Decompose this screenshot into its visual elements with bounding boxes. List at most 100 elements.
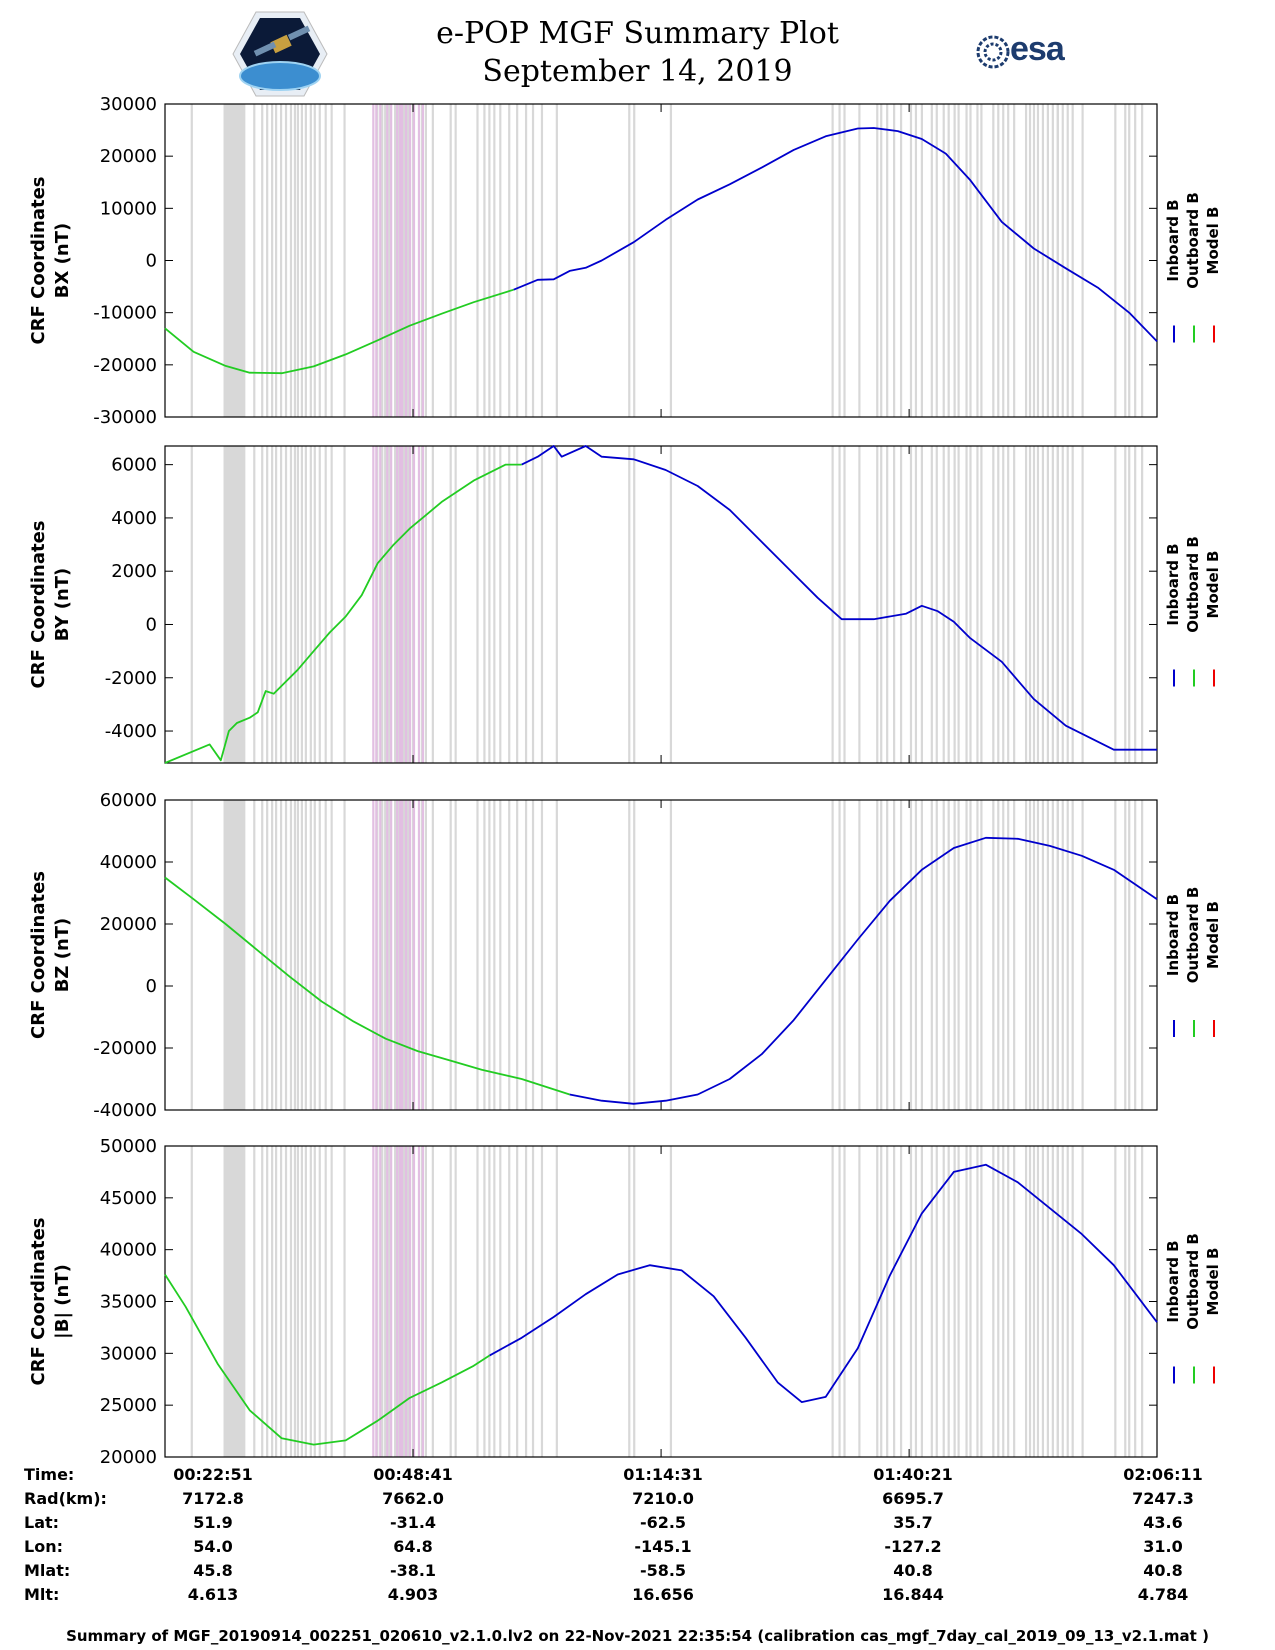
esa-logo	[976, 35, 1010, 69]
y-tick-label: 45000	[100, 1188, 157, 1209]
legend-label: Model B	[1204, 551, 1222, 619]
y-axis-title: |B| (nT)	[52, 1264, 73, 1339]
legend-label: Outboard B	[1184, 1233, 1202, 1330]
legend-label: Model B	[1204, 1248, 1222, 1316]
legend-label: Inboard B	[1164, 199, 1182, 281]
footer-note: Summary of MGF_20190914_002251_020610_v2…	[66, 1627, 1209, 1645]
y-tick-label: 25000	[100, 1395, 157, 1416]
table-cell: 40.8	[1143, 1561, 1183, 1580]
series-inboard	[569, 836, 1158, 1105]
y-tick-label: 0	[146, 251, 157, 272]
y-axis-title: BX (nT)	[52, 223, 73, 298]
table-cell: 00:48:41	[373, 1465, 453, 1484]
y-axis-title: BY (nT)	[52, 568, 73, 642]
table-cell: -127.2	[884, 1537, 942, 1556]
table-cell: 64.8	[393, 1537, 433, 1556]
series-outboard	[164, 876, 570, 1096]
legend-label: Inboard B	[1164, 894, 1182, 976]
table-cell: 02:06:11	[1123, 1465, 1203, 1484]
y-tick-label: 60000	[100, 790, 157, 811]
y-tick-label: -20000	[93, 1038, 157, 1059]
chart-bz: 60000 40000 20000 0 -20000 -40000 CRF Coordina…	[28, 790, 1222, 1121]
y-tick-label: 0	[146, 614, 157, 635]
y-tick-label: 40000	[100, 1240, 157, 1261]
y-tick-label: 35000	[100, 1292, 157, 1313]
legend-label: Inboard B	[1164, 543, 1182, 625]
row-label-mlt: Mlt:	[24, 1585, 60, 1604]
y-axis-title: CRF Coordinates	[28, 871, 49, 1039]
table-cell: 4.903	[387, 1585, 439, 1604]
legend-label: Model B	[1204, 901, 1222, 969]
legend-label: Model B	[1204, 207, 1222, 275]
chart-bx: 30000 20000 10000 0 -10000 -20000 -30000 CRF Co…	[28, 94, 1222, 428]
y-tick-label: -2000	[105, 668, 157, 689]
table-cell: -62.5	[639, 1513, 687, 1532]
y-tick-label: 30000	[100, 1343, 157, 1364]
y-tick-label: 20000	[100, 146, 157, 167]
table-cell: 45.8	[193, 1561, 233, 1580]
y-axis-title: CRF Coordinates	[28, 177, 49, 345]
table-cell: -38.1	[389, 1561, 437, 1580]
table-cell: -31.4	[389, 1513, 437, 1532]
y-tick-label: 20000	[100, 1447, 157, 1465]
data-gap-band	[223, 446, 246, 763]
y-axis-title: BZ (nT)	[52, 918, 73, 993]
chart-by: 6000 4000 2000 0 -2000 -4000 CRF Coordinates BY…	[28, 445, 1222, 764]
y-axis-title: CRF Coordinates	[28, 521, 49, 689]
series-outboard	[164, 288, 514, 375]
chart-b: 50000 45000 40000 35000 30000 25000 20000 CRF C…	[28, 1136, 1222, 1465]
y-tick-label: 40000	[100, 852, 157, 873]
table-cell: 7662.0	[382, 1489, 444, 1508]
y-tick-label: 30000	[100, 94, 157, 115]
series-outboard	[164, 463, 522, 764]
table-cell: 54.0	[193, 1537, 233, 1556]
table-cell: 00:22:51	[173, 1465, 253, 1484]
row-label-rad: Rad(km):	[24, 1489, 107, 1508]
table-cell: 31.0	[1143, 1537, 1183, 1556]
table-cell: 4.613	[187, 1585, 239, 1604]
table-cell: -58.5	[639, 1561, 687, 1580]
y-tick-label: -20000	[93, 355, 157, 376]
table-cell: 4.784	[1137, 1585, 1189, 1604]
y-tick-label: -4000	[105, 721, 157, 742]
y-tick-label: 0	[146, 976, 157, 997]
data-gap-band	[223, 800, 246, 1110]
table-cell: 51.9	[193, 1513, 233, 1532]
row-label-mlat: Mlat:	[24, 1561, 71, 1580]
plot-date: September 14, 2019	[482, 54, 793, 89]
table-cell: 7172.8	[182, 1489, 244, 1508]
table-cell: 7210.0	[632, 1489, 694, 1508]
row-label-lon: Lon:	[24, 1537, 63, 1556]
esa-wordmark: esa	[1010, 30, 1065, 68]
table-cell: 40.8	[893, 1561, 933, 1580]
y-tick-label: 20000	[100, 914, 157, 935]
table-cell: 01:14:31	[623, 1465, 703, 1484]
y-tick-label: -40000	[93, 1100, 157, 1121]
table-cell: 7247.3	[1132, 1489, 1194, 1508]
cassiope-logo	[232, 11, 328, 97]
row-label-time: Time:	[24, 1465, 75, 1484]
orbit-table: Time: Rad(km): Lat: Lon: Mlat: Mlt: 00:2…	[0, 1465, 1275, 1625]
legend-label: Inboard B	[1164, 1240, 1182, 1322]
table-cell: 43.6	[1143, 1513, 1183, 1532]
table-cell: 16.844	[882, 1585, 944, 1604]
data-gap-band	[223, 1146, 246, 1457]
series-outboard	[164, 1274, 491, 1446]
y-axis-title: CRF Coordinates	[28, 1218, 49, 1386]
table-cell: 16.656	[632, 1585, 694, 1604]
data-gap-band	[223, 104, 246, 417]
table-cell: 35.7	[893, 1513, 933, 1532]
row-label-lat: Lat:	[24, 1513, 60, 1532]
y-tick-label: 4000	[111, 508, 157, 529]
y-tick-label: 10000	[100, 198, 157, 219]
legend-label: Outboard B	[1184, 192, 1202, 289]
y-tick-label: 50000	[100, 1136, 157, 1157]
plot-title: e-POP MGF Summary Plot	[436, 16, 839, 51]
series-inboard	[521, 445, 1157, 751]
y-tick-label: -10000	[93, 303, 157, 324]
table-cell: -145.1	[634, 1537, 692, 1556]
series-inboard	[489, 1163, 1158, 1403]
table-cell: 01:40:21	[873, 1465, 953, 1484]
legend-label: Outboard B	[1184, 536, 1202, 633]
